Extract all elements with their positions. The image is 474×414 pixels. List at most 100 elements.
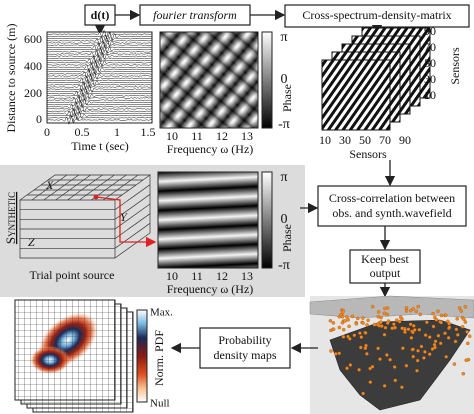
trace [46,78,153,87]
dot [376,346,380,351]
trace [46,29,153,38]
dot [406,327,411,331]
axis-letter: Y [120,210,128,224]
dot [348,337,352,341]
y-tick-label: 400 [24,59,42,73]
dot [409,336,414,340]
dot [455,317,459,321]
dot [433,339,438,344]
x-axis-label: Time t (sec) [71,139,129,153]
step-label: Keep best [361,252,409,266]
dot [337,325,342,330]
trace [46,99,153,108]
axis-letter: Z [28,235,35,249]
dot [444,355,448,359]
dot [368,366,372,371]
dot [345,315,349,319]
dot [345,366,349,371]
trace [46,66,153,76]
trace [46,51,153,61]
colorbar-tick: π [280,170,287,185]
dot [385,321,390,325]
step-label: Probability [218,333,271,347]
trace [47,93,153,102]
dot [365,323,369,327]
trace [46,79,153,89]
dot [378,357,382,361]
dot [352,333,357,338]
dot [418,312,423,317]
trace [46,77,153,85]
dot [467,334,472,338]
dot [370,304,375,309]
dot [404,309,409,313]
dot [452,362,457,366]
step-label: Cross-correlation between [329,191,455,205]
dot [446,336,451,340]
trace [46,102,153,112]
trace [46,91,153,101]
y-axis-label: Sensors [448,47,462,85]
dot [366,318,370,323]
dot [460,325,465,329]
dot [382,384,387,388]
cube-grid [43,174,79,201]
synthetic-label: Synthetic [3,192,18,244]
dot [350,314,355,319]
dot [400,385,404,389]
dot [411,354,415,359]
y-tick-label: 10 [424,88,436,102]
dot [433,345,437,350]
dot [383,325,388,330]
x-tick-label: 0.5 [75,125,90,139]
dot [376,314,380,319]
x-tick-label: 90 [399,133,411,147]
dot [438,341,443,346]
cube-layer [20,213,151,240]
dot [456,333,460,337]
dot [376,310,381,314]
y-tick-label: 0 [36,112,42,126]
dot [382,311,387,316]
phase-image [157,171,259,269]
x-axis-label: Sensors [349,147,387,161]
dot [398,315,403,320]
dot [372,322,377,327]
x-axis-label: Frequency ω (Hz) [167,142,254,156]
dot [363,346,368,350]
dot [419,344,424,349]
dot [461,371,466,376]
dot [359,345,363,350]
dot [354,322,359,326]
dot [415,368,419,373]
trace [46,104,153,113]
dot [436,309,440,314]
trace [46,100,153,110]
y-tick-label: 90 [424,24,436,38]
colorbar [136,309,148,403]
cube-grid [79,174,115,201]
dot [393,325,397,330]
dot [343,319,347,323]
dot [463,320,468,324]
dot [365,352,369,356]
dot [432,342,437,347]
dot [416,349,420,353]
dot [403,328,407,332]
dot [346,318,350,322]
colorbar-label: Phase [280,84,294,112]
trace [46,50,153,59]
trace [46,63,153,72]
dot [439,313,444,318]
phase-image-overlay [160,32,258,128]
x-tick-label: 12 [216,269,228,283]
y-axis-label: Distance to source (m) [4,24,18,133]
dot [415,358,420,363]
step-label: obs. and synth.wavefield [332,206,451,220]
signal-label: d(t) [91,8,110,22]
csdm-label: Cross-spectrum-density-matrix [302,8,451,22]
dot [385,312,390,317]
dot [462,317,466,322]
dot [347,324,351,329]
